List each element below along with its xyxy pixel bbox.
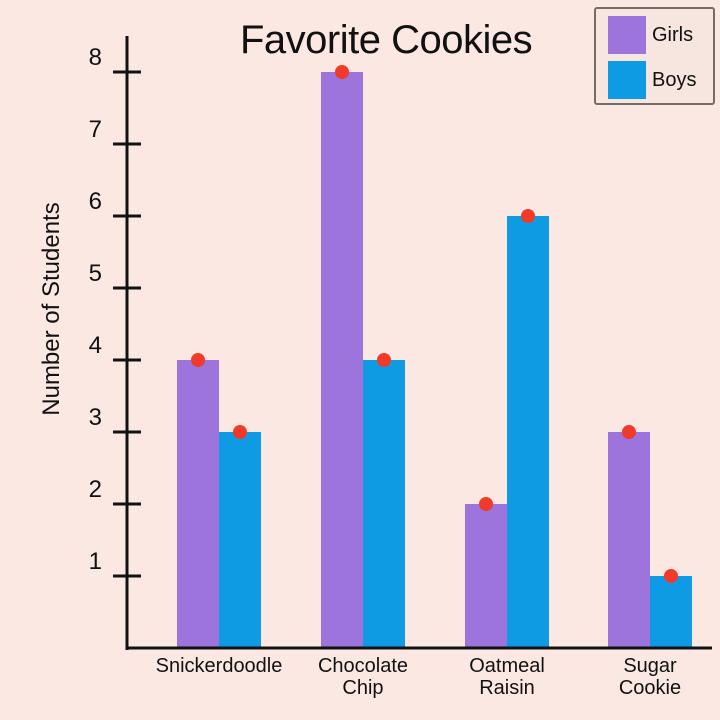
y-tick-label: 7 — [88, 116, 102, 143]
bar-girls — [608, 432, 650, 648]
bar-boys — [363, 360, 405, 648]
legend: Girls Boys — [594, 7, 715, 105]
x-category-label: Snickerdoodle — [155, 655, 283, 677]
data-point-marker — [479, 497, 493, 511]
data-point-marker — [233, 425, 247, 439]
data-point-marker — [191, 353, 205, 367]
y-tick-label: 6 — [88, 188, 102, 215]
data-point-marker — [664, 569, 678, 583]
y-tick-label: 3 — [88, 404, 102, 431]
x-category-label: Oatmeal Raisin — [469, 655, 545, 699]
y-tick-label: 1 — [88, 548, 102, 575]
bar-girls — [177, 360, 219, 648]
bar-boys — [219, 432, 261, 648]
x-category-label: Chocolate Chip — [317, 655, 409, 699]
y-tick-label: 2 — [88, 476, 102, 503]
data-point-marker — [622, 425, 636, 439]
bar-boys — [650, 576, 692, 648]
chart-title: Favorite Cookies — [240, 18, 533, 62]
y-tick-label: 8 — [88, 44, 102, 71]
legend-item-girls: Girls — [608, 16, 693, 54]
legend-label-boys: Boys — [652, 68, 697, 91]
y-tick-label: 4 — [88, 332, 102, 359]
legend-label-girls: Girls — [652, 23, 694, 46]
data-point-marker — [377, 353, 391, 367]
legend-swatch-girls — [608, 16, 646, 54]
legend-item-boys: Boys — [608, 61, 696, 99]
bar-girls — [465, 504, 507, 648]
data-point-marker — [335, 65, 349, 79]
legend-swatch-boys — [608, 61, 646, 99]
data-point-marker — [521, 209, 535, 223]
y-tick-label: 5 — [88, 260, 102, 287]
x-category-label: Sugar Cookie — [618, 655, 682, 699]
bar-boys — [507, 216, 549, 648]
bar-girls — [321, 72, 363, 648]
y-axis-label: Number of Students — [38, 202, 65, 416]
